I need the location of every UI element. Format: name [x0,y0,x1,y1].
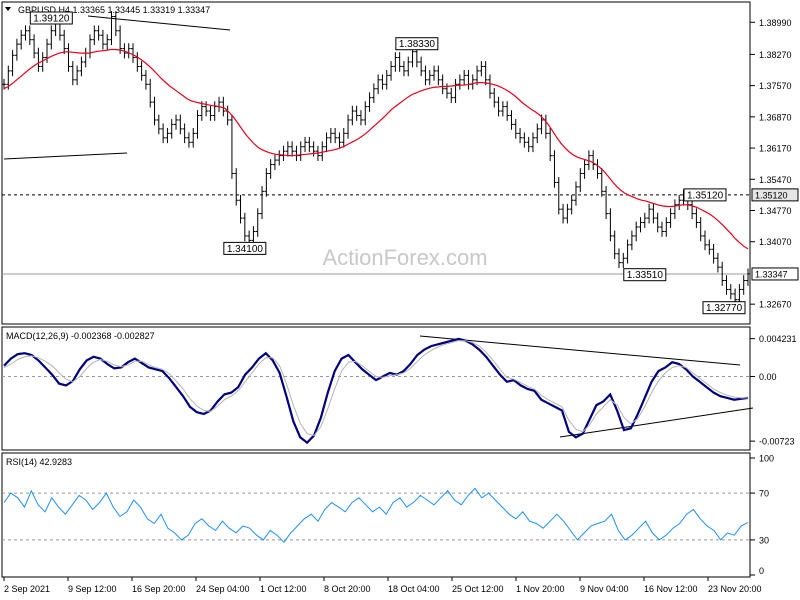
current-price-box [751,267,799,281]
x-tick-label: 25 Oct 12:00 [452,584,504,594]
price-annotation-label: 1.34100 [227,244,264,255]
rsi-tick-label: 30 [759,535,769,545]
rsi-plot [3,487,749,543]
chevron-down-icon[interactable] [5,7,11,11]
macd-tick-label: 0.004231 [759,334,797,344]
price-tick-label: 1.32670 [759,300,792,310]
x-tick-label: 8 Oct 20:00 [324,584,371,594]
macd-trendline-lower [559,407,754,438]
x-tick-label: 16 Sep 20:00 [132,584,186,594]
price-annotation-label: 1.35120 [687,190,724,201]
trendline-upper [87,15,231,31]
price-panel-title: GBPUSD,H4 1.33365 1.33445 1.33319 1.3334… [18,5,210,15]
rsi-line [3,487,749,543]
x-tick-label: 23 Nov 20:00 [708,584,762,594]
macd-tick-label: 0.00 [759,372,777,382]
price-tick-label: 1.34070 [759,237,792,247]
price-panel-frame [1,1,751,325]
macd-signal-line [3,340,748,437]
price-annotation-box [223,241,267,255]
macd-axis: 0.004231 0.00 -0.00723 [750,334,797,447]
price-tick-label: 1.34770 [759,206,792,216]
price-annotation-box [395,37,439,51]
rsi-tick-label: 0 [759,566,764,576]
rsi-tick-label: 100 [759,454,774,464]
x-tick-label: 1 Oct 12:00 [260,584,307,594]
macd-trendline-upper [419,335,741,366]
price-annotation-label: 1.38330 [399,39,436,50]
price-plot [2,11,750,306]
moving-average-line [3,48,749,250]
price-annotation-box [683,188,727,202]
price-annotations: 1.39120 1.38330 1.34100 1.33510 1.35120 1.327… [29,11,746,315]
x-tick-label: 9 Sep 12:00 [68,584,117,594]
x-tick-label: 18 Oct 04:00 [388,584,440,594]
x-tick-label: 1 Nov 20:00 [516,584,565,594]
price-axis: 1.38990 1.38270 1.37570 1.36870 1.36170 1.354… [750,18,799,310]
current-price-label: 1.33347 [755,269,788,279]
price-annotation-box [702,301,746,315]
rsi-axis: 100 70 30 0 [750,454,774,576]
price-annotation-label: 1.33510 [627,270,664,281]
price-tick-label: 1.38270 [759,50,792,60]
level-line-label: 1.35120 [755,190,788,200]
macd-panel-frame [1,326,751,451]
rsi-grid [2,492,750,541]
price-annotation-box [29,11,73,25]
price-annotation-label: 1.32770 [706,303,743,314]
level-line-box [751,188,799,202]
price-tick-label: 1.36170 [759,144,792,154]
rsi-tick-label: 70 [759,489,769,499]
macd-panel-title: MACD(12,26,9) -0.002368 -0.002827 [6,331,155,341]
x-axis: 2 Sep 2021 9 Sep 12:00 16 Sep 20:00 24 Sep … [3,577,762,594]
price-tick-label: 1.38990 [759,18,792,28]
x-tick-label: 24 Sep 04:00 [196,584,250,594]
x-tick-label: 16 Nov 12:00 [644,584,698,594]
price-tick-label: 1.35470 [759,175,792,185]
macd-plot [3,337,749,445]
macd-line [3,337,749,445]
price-annotation-label: 1.39120 [33,14,70,25]
macd-tick-label: -0.00723 [759,437,795,447]
rsi-panel-frame [1,452,751,578]
x-tick-label: 2 Sep 2021 [4,584,50,594]
rsi-panel-title: RSI(14) 42.9283 [6,457,72,467]
price-tick-label: 1.36870 [759,112,792,122]
price-annotation-box [623,268,667,282]
price-tick-label: 1.37570 [759,81,792,91]
trendline-lower [3,152,128,160]
watermark: ActionForex.com [322,245,487,270]
x-tick-label: 9 Nov 04:00 [580,584,629,594]
